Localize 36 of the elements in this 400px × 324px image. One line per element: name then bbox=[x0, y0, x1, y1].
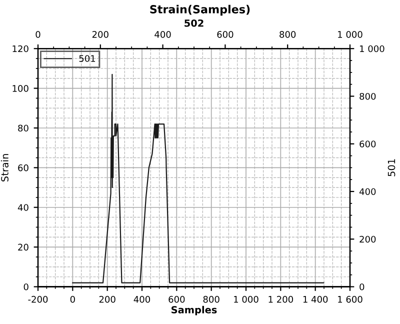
x-tick-label: 200 bbox=[99, 296, 116, 303]
y-tick-label: 80 bbox=[18, 124, 28, 132]
legend-label: 501 bbox=[79, 55, 96, 62]
y-tick-label: 60 bbox=[18, 164, 28, 172]
line-series bbox=[72, 74, 324, 284]
y-tick-label: 0 bbox=[24, 283, 28, 290]
x-axis-title: Samples bbox=[172, 306, 217, 316]
x-tick-label: -200 bbox=[28, 296, 48, 303]
y-tick-label: 40 bbox=[18, 204, 28, 211]
y2-tick-label: 200 bbox=[360, 236, 376, 243]
y-tick-label: 120 bbox=[12, 45, 28, 52]
x2-tick-label: 400 bbox=[154, 30, 171, 38]
x2-tick-label: 0 bbox=[36, 30, 40, 38]
x-tick-label: 1 200 bbox=[268, 296, 293, 303]
x-tick-label: 600 bbox=[168, 296, 185, 303]
x-tick-label: 400 bbox=[134, 296, 150, 303]
chart-title: Strain(Samples) bbox=[150, 4, 250, 16]
y2-tick-label: 800 bbox=[360, 92, 376, 100]
x2-tick-label: 1 000 bbox=[338, 30, 362, 38]
x2-axis-title: 502 bbox=[184, 19, 204, 27]
x-tick-label: 800 bbox=[203, 296, 220, 303]
x2-tick-label: 200 bbox=[92, 30, 108, 38]
y2-axis-title: 501 bbox=[388, 159, 396, 176]
y2-tick-label: 400 bbox=[359, 188, 376, 196]
x-tick-label: 1 600 bbox=[338, 296, 362, 303]
x2-tick-label: 600 bbox=[217, 30, 234, 38]
y2-tick-label: 0 bbox=[360, 283, 364, 290]
y-tick-label: 100 bbox=[12, 85, 28, 92]
x-tick-label: 1 000 bbox=[234, 296, 258, 303]
x-tick-label: 1 400 bbox=[303, 296, 328, 303]
y-tick-label: 20 bbox=[18, 244, 28, 251]
x-tick-label: 0 bbox=[70, 296, 75, 303]
y-axis-title: Strain bbox=[0, 154, 8, 182]
x2-tick-label: 800 bbox=[280, 30, 296, 38]
y2-tick-label: 600 bbox=[360, 140, 376, 148]
y2-tick-label: 1 000 bbox=[360, 45, 384, 52]
